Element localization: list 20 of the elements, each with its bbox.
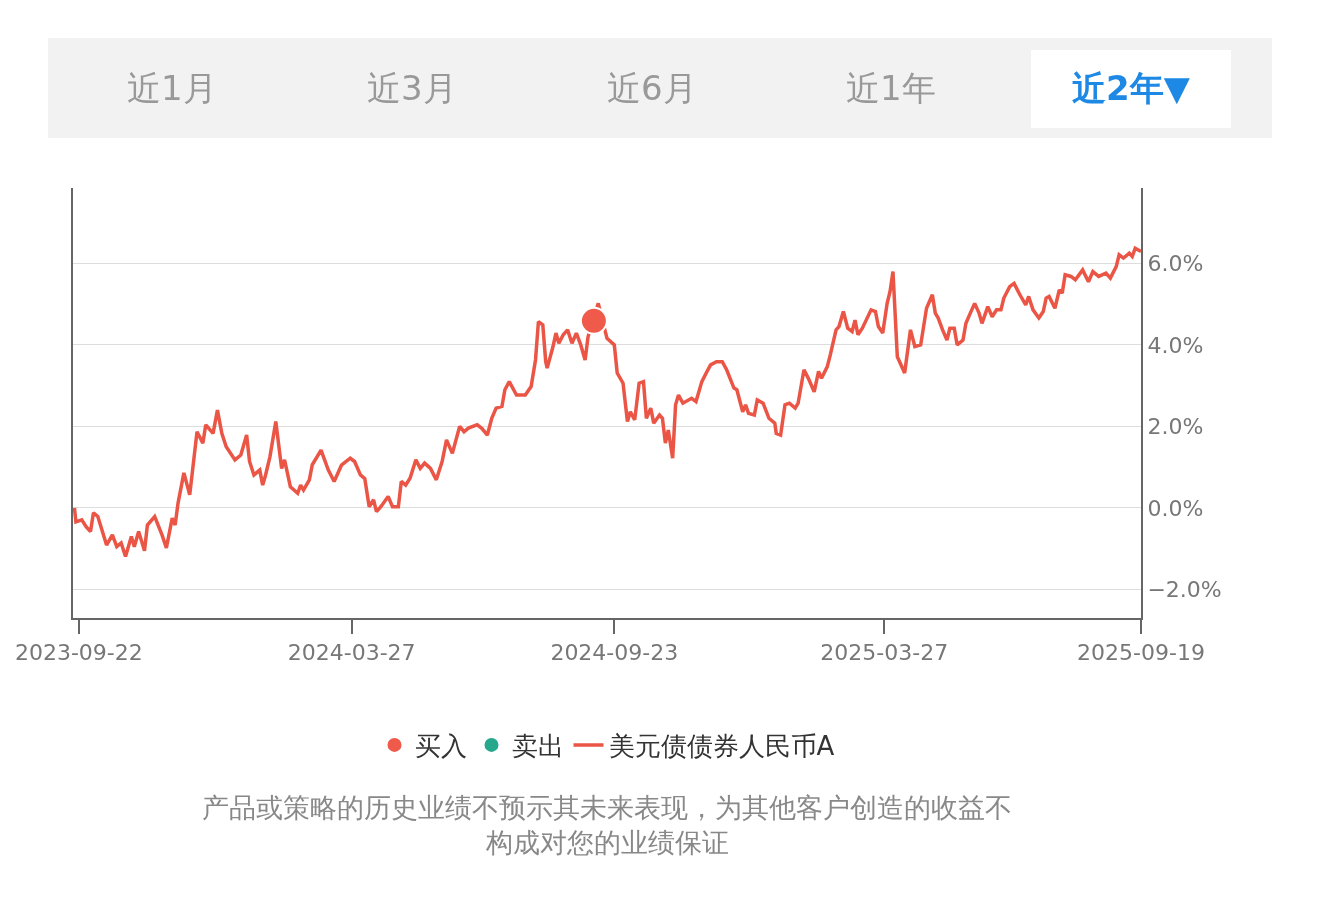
legend-label: 买入 bbox=[414, 731, 467, 762]
text: 近1月 bbox=[127, 68, 217, 108]
text: 产品或策略的历史业绩不预示其未来表现，为其他客户创造的收益不构成对您的业绩保证 bbox=[202, 792, 1012, 859]
x-tick-label: 2024-03-27 bbox=[287, 640, 416, 666]
y-tick-label: 2.0% bbox=[1147, 414, 1204, 440]
x-tick-label: 2023-09-22 bbox=[14, 640, 143, 666]
y-tick-label: 6.0% bbox=[1147, 251, 1204, 277]
x-tick-label: 2025-09-19 bbox=[1077, 640, 1205, 666]
x-tick-label: 2024-09-23 bbox=[550, 640, 679, 666]
text: 近6月 bbox=[607, 68, 697, 108]
text: 近2年▼ bbox=[1072, 68, 1191, 108]
line-series bbox=[73, 246, 1141, 559]
y-tick-label: 4.0% bbox=[1147, 332, 1204, 358]
text: 近3月 bbox=[367, 68, 457, 108]
x-tick-label: 2025-03-27 bbox=[820, 640, 949, 666]
legend-label: 美元债债券人民币A bbox=[608, 731, 835, 762]
y-tick-label: −2.0% bbox=[1147, 577, 1222, 603]
y-tick-label: 0.0% bbox=[1147, 495, 1204, 521]
legend-label: 卖出 bbox=[511, 731, 564, 762]
text: 近1年 bbox=[846, 68, 936, 108]
